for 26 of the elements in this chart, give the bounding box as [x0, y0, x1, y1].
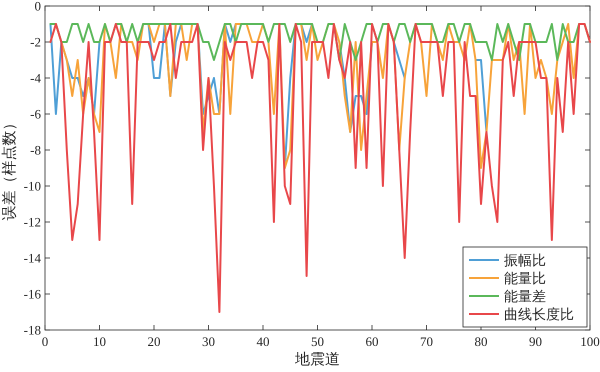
y-tick-label: -14 — [24, 250, 42, 266]
legend-label: 曲线长度比 — [504, 307, 574, 323]
x-tick-label: 30 — [202, 334, 215, 349]
y-tick-label: -16 — [24, 286, 42, 302]
y-tick-label: -4 — [30, 70, 42, 86]
x-tick-label: 80 — [474, 334, 488, 349]
x-axis-title: 地震道 — [294, 351, 340, 368]
y-tick-label: 0 — [34, 0, 41, 14]
legend-label: 能量比 — [504, 271, 546, 287]
y-tick-label: -10 — [24, 178, 41, 194]
x-tick-label: 50 — [311, 334, 324, 349]
legend-label: 振幅比 — [504, 253, 546, 269]
x-tick-label: 70 — [420, 334, 433, 349]
x-tick-label: 100 — [580, 334, 600, 349]
y-tick-label: -8 — [30, 142, 41, 158]
y-tick-label: -12 — [24, 214, 41, 230]
y-axis-title: 误差（样点数） — [1, 116, 18, 220]
x-tick-label: 40 — [256, 334, 270, 349]
legend-label: 能量差 — [504, 289, 546, 305]
y-tick-label: -6 — [30, 106, 42, 122]
x-tick-label: 20 — [148, 334, 160, 349]
x-tick-label: 60 — [366, 334, 378, 349]
x-tick-label: 10 — [93, 334, 106, 349]
y-tick-label: -18 — [24, 322, 41, 338]
x-tick-label: 90 — [529, 334, 542, 349]
y-tick-label: -2 — [30, 34, 41, 50]
